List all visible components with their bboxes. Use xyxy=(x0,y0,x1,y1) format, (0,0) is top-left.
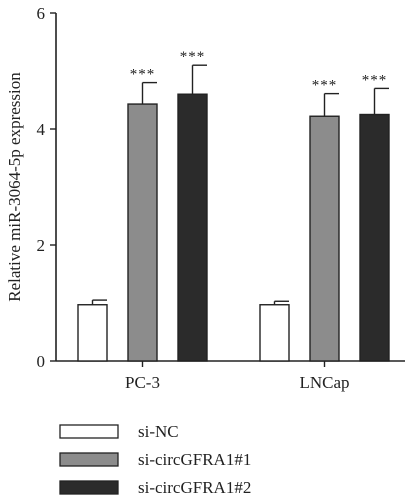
legend-label: si-circGFRA1#1 xyxy=(138,450,251,469)
legend-swatch xyxy=(59,424,119,439)
bar-si-circgfra1-1-lncap xyxy=(309,115,340,362)
significance-label: *** xyxy=(362,72,388,88)
y-axis-label: Relative miR-3064-5p expression xyxy=(5,72,24,302)
x-tick-label: PC-3 xyxy=(125,373,160,392)
legend-swatch xyxy=(59,452,119,467)
bar-si-nc-pc-3 xyxy=(77,304,108,362)
y-tick-label: 0 xyxy=(37,352,46,371)
legend-swatch xyxy=(59,480,119,495)
significance-label: *** xyxy=(180,49,206,65)
bar-si-circgfra1-1-pc-3 xyxy=(127,103,158,362)
bars: *** *** *** *** xyxy=(77,49,390,362)
significance-label: *** xyxy=(130,67,156,83)
legend-label: si-circGFRA1#2 xyxy=(138,478,251,497)
bar-si-circgfra1-2-pc-3 xyxy=(177,93,208,362)
bar-si-circgfra1-2-lncap xyxy=(359,113,390,362)
y-tick-label: 4 xyxy=(37,120,46,139)
x-tick-label: LNCap xyxy=(299,373,349,392)
legend-label: si-NC xyxy=(138,422,179,441)
y-tick-label: 2 xyxy=(37,236,46,255)
significance-label: *** xyxy=(312,78,338,94)
y-tick-label: 6 xyxy=(37,4,46,23)
legend: si-NC si-circGFRA1#1 si-circGFRA1#2 xyxy=(59,422,251,497)
axes: 0 2 4 6 PC-3 LNCap xyxy=(37,4,405,392)
bar-si-nc-lncap xyxy=(259,304,290,362)
